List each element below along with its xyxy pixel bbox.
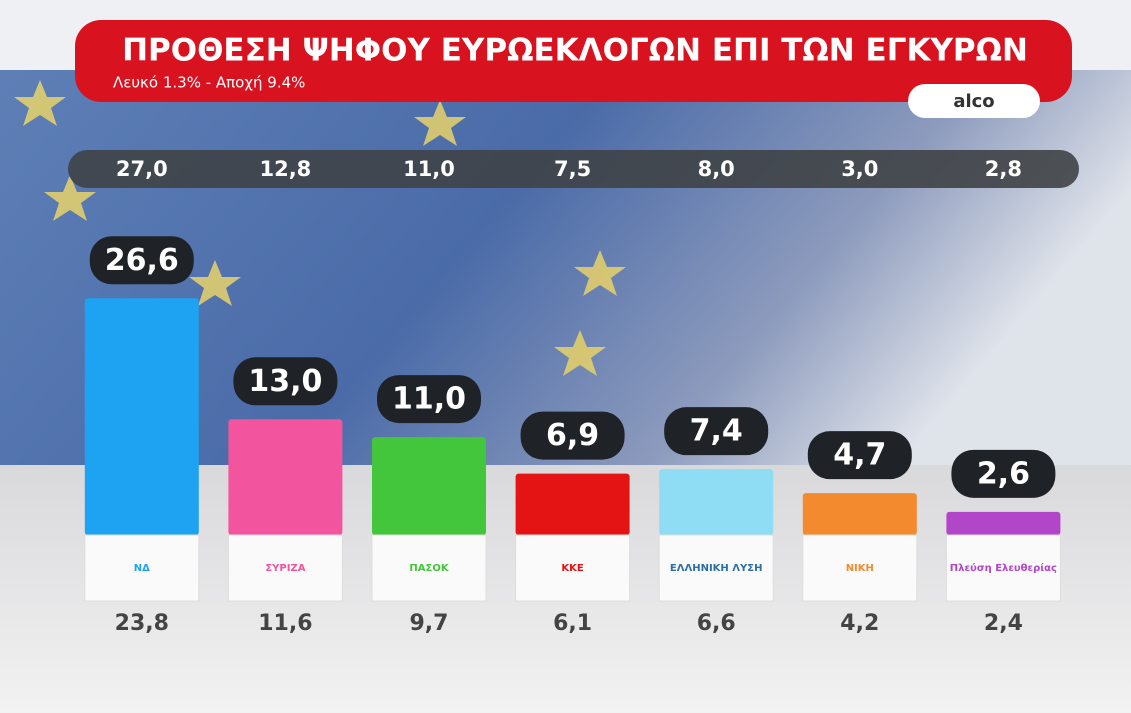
value-label: 2,6	[977, 456, 1030, 491]
logo-box	[515, 534, 631, 602]
bottom-row-value: 11,6	[258, 611, 312, 636]
value-pill	[377, 375, 481, 424]
title-banner	[75, 20, 1072, 102]
logo-box	[802, 534, 918, 602]
bar	[802, 493, 917, 535]
source-badge	[908, 84, 1040, 118]
value-label: 26,6	[105, 243, 179, 278]
value-label: 7,4	[690, 414, 743, 449]
bar	[372, 437, 486, 535]
subtitle: Λευκό 1.3% - Αποχή 9.4%	[113, 74, 305, 92]
value-pill	[664, 407, 769, 456]
bar	[84, 298, 199, 535]
value-pill	[951, 449, 1056, 498]
top-row-value: 12,8	[259, 157, 311, 181]
value-label: 4,7	[833, 438, 886, 473]
category-label: ΕΛΛΗΝΙΚΗ ΛΥΣΗ	[670, 563, 763, 574]
bottom-row-value: 6,6	[697, 611, 736, 636]
bottom-row-value: 23,8	[115, 611, 169, 636]
category-label: Πλεύση Ελευθερίας	[950, 562, 1057, 574]
bar	[659, 469, 774, 535]
bar	[228, 419, 343, 535]
value-pill	[520, 411, 625, 460]
source: alco	[953, 91, 994, 112]
logo-box	[371, 534, 487, 602]
category-label: ΝΙΚΗ	[846, 563, 874, 574]
bottom-row-value: 9,7	[410, 611, 449, 636]
chart-title: ΠΡΟΘΕΣΗ ΨΗΦΟΥ ΕΥΡΩΕΚΛΟΓΩΝ ΕΠΙ ΤΩΝ ΕΓΚΥΡΩ…	[122, 33, 1028, 69]
logo-box	[84, 534, 200, 602]
bar	[946, 511, 1061, 535]
value-pill	[807, 431, 912, 480]
category-label: ΝΔ	[134, 563, 150, 574]
top-row-value: 2,8	[985, 157, 1022, 181]
logo-box	[658, 534, 774, 602]
value-label: 11,0	[392, 382, 466, 417]
top-row-value: 7,5	[554, 157, 591, 181]
logo-box	[945, 534, 1061, 602]
value-pill	[89, 236, 194, 285]
top-row-strip	[68, 150, 1079, 188]
top-row-value: 8,0	[698, 157, 735, 181]
value-label: 6,9	[546, 418, 599, 453]
top-row-value: 27,0	[116, 157, 168, 181]
bar	[515, 473, 630, 535]
logo-box	[227, 534, 343, 602]
category-label: ΠΑΣΟΚ	[409, 563, 449, 574]
value-label: 13,0	[248, 364, 322, 399]
value-pill	[233, 357, 338, 406]
top-row-value: 3,0	[841, 157, 878, 181]
top-row-value: 11,0	[403, 157, 455, 181]
category-label: ΚΚΕ	[561, 563, 583, 574]
stars	[14, 80, 626, 376]
bottom-row-value: 4,2	[840, 611, 879, 636]
bottom-row-value: 6,1	[553, 611, 592, 636]
category-label: ΣΥΡΙΖΑ	[265, 563, 305, 574]
bottom-row-value: 2,4	[984, 611, 1023, 636]
